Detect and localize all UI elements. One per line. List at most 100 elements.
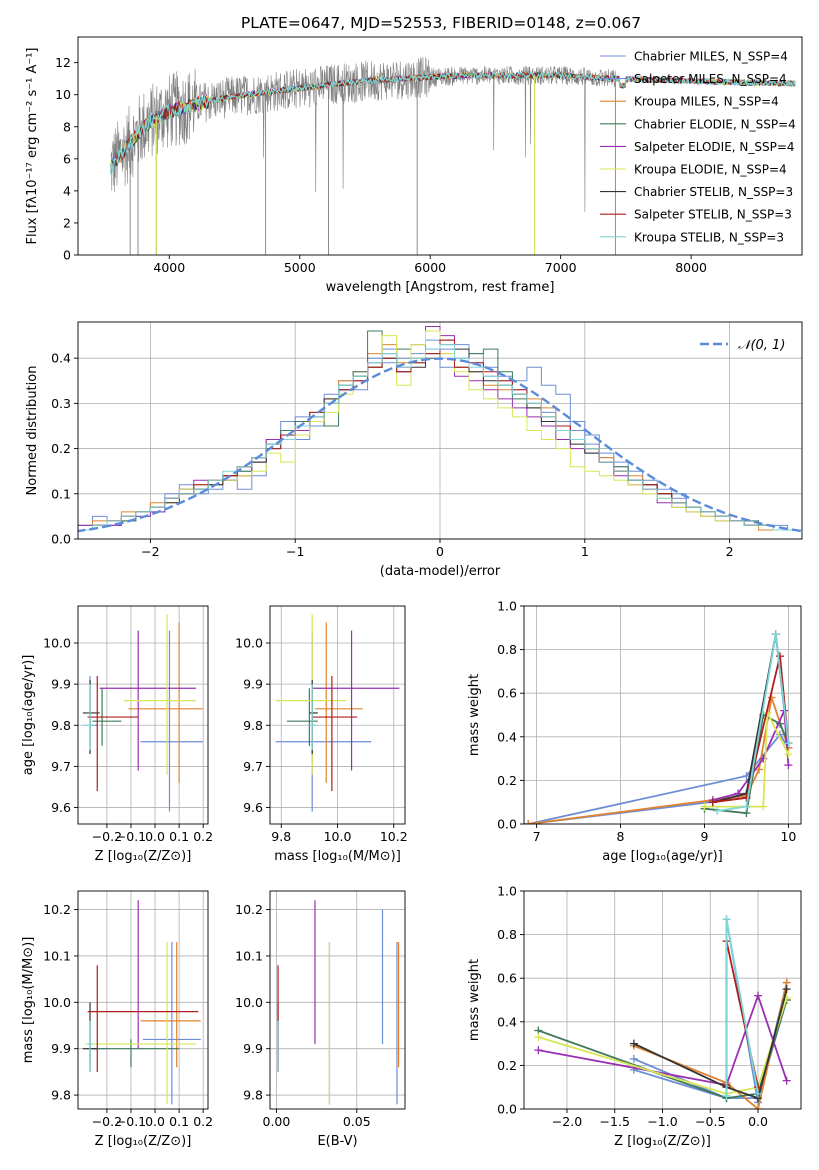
y-tick-label: 0.6 — [497, 971, 517, 986]
x-tick-label: 7 — [533, 829, 541, 844]
y-tick-label: 9.6 — [51, 800, 71, 815]
y-tick-label: 0.6 — [497, 686, 517, 701]
histogram-steps — [78, 339, 802, 531]
y-axis-label: age [log₁₀(age/yr)] — [21, 655, 36, 776]
grid — [270, 891, 405, 1109]
y-tick-label: 9.9 — [243, 677, 263, 692]
axes-frame — [269, 890, 406, 1110]
y-tick-label: 10.0 — [235, 995, 263, 1010]
marker — [722, 1091, 731, 1100]
histogram-steps — [78, 326, 802, 531]
plot-area — [110, 56, 796, 255]
marker — [534, 1046, 543, 1055]
y-tick-label: 9.7 — [243, 759, 263, 774]
x-axis-label: Z [log₁₀(Z/Z⊙)] — [614, 1134, 711, 1149]
x-tick-label: 0.05 — [343, 1114, 371, 1129]
legend-label: Salpeter STELIB, N_SSP=3 — [634, 208, 792, 222]
x-tick-label: 9 — [700, 829, 708, 844]
x-tick-label: 0.1 — [169, 829, 189, 844]
legend-label: Chabrier ELODIE, N_SSP=4 — [634, 117, 796, 131]
legend: Chabrier MILES, N_SSP=4 Salpeter MILES, N… — [600, 50, 796, 244]
normal-reference-curve — [78, 357, 802, 533]
y-tick-label: 1.0 — [497, 599, 517, 614]
y-tick-label: 9.8 — [51, 1088, 71, 1103]
marker — [534, 1033, 543, 1042]
y-tick-label: 0.0 — [497, 1102, 517, 1117]
marker — [713, 806, 722, 815]
plot-area — [78, 326, 802, 533]
error-point — [87, 1020, 93, 1072]
marker — [782, 1076, 791, 1085]
marker — [708, 798, 717, 807]
error-point — [315, 622, 363, 783]
error-point — [82, 684, 95, 750]
error-point — [143, 942, 201, 1105]
error-point — [309, 684, 315, 750]
x-tick-label: 0 — [436, 544, 444, 559]
x-tick-label: 10.0 — [324, 829, 352, 844]
y-tick-label: 9.7 — [51, 759, 71, 774]
y-tick-label: 0.0 — [51, 532, 71, 547]
x-tick-label: −1.0 — [647, 1114, 677, 1129]
y-tick-label: 0.2 — [497, 773, 517, 788]
x-tick-label: 10.2 — [380, 829, 408, 844]
marker — [784, 761, 793, 770]
legend-label: Kroupa STELIB, N_SSP=3 — [634, 230, 784, 244]
grid — [78, 891, 208, 1109]
x-axis-label: age [log₁₀(age/yr)] — [602, 849, 723, 864]
legend-label: Chabrier STELIB, N_SSP=3 — [634, 185, 793, 199]
y-axis-label: mass weight — [467, 959, 482, 1041]
plot-area — [524, 630, 793, 824]
y-tick-label: 6 — [63, 151, 71, 166]
plot-area — [82, 900, 201, 1105]
x-tick-label: −2 — [141, 544, 159, 559]
x-tick-label: 0.2 — [193, 829, 213, 844]
legend-label: Salpeter ELODIE, N_SSP=4 — [634, 140, 795, 154]
x-tick-label: 0.1 — [169, 1114, 189, 1129]
marker — [782, 985, 791, 994]
error-point — [87, 965, 199, 1072]
axes-frame — [77, 36, 803, 256]
x-tick-label: −2.0 — [552, 1114, 582, 1129]
axes-frame — [523, 605, 802, 825]
marker — [784, 739, 793, 748]
plot-area — [82, 614, 204, 812]
x-tick-label: 1 — [581, 544, 589, 559]
x-tick-label: −1 — [286, 544, 304, 559]
y-tick-label: 9.9 — [51, 677, 71, 692]
histogram-steps — [78, 339, 802, 531]
legend-label: Salpeter MILES, N_SSP=4 — [634, 72, 787, 86]
histogram-steps — [78, 344, 802, 531]
y-tick-label: 10.0 — [43, 995, 71, 1010]
y-tick-label: 12 — [55, 55, 71, 70]
x-tick-label: 0.2 — [193, 1114, 213, 1129]
error-point — [89, 675, 98, 746]
y-axis-label: mass weight — [467, 674, 482, 756]
y-tick-label: 10 — [55, 87, 71, 102]
x-tick-label: 8 — [617, 829, 625, 844]
mass-weight-line — [704, 709, 790, 808]
x-tick-label: 6000 — [414, 260, 446, 275]
legend-label: Chabrier MILES, N_SSP=4 — [634, 50, 788, 64]
y-tick-label: 0.2 — [497, 1058, 517, 1073]
marker — [754, 1105, 763, 1109]
y-tick-label: 10.0 — [43, 636, 71, 651]
plot-area — [534, 915, 791, 1109]
y-axis-label: mass [log₁₀(M/M⊙)] — [21, 937, 36, 1064]
y-tick-label: 10.2 — [43, 902, 71, 917]
mass-weight-vs-age-panel: 7 8 9 10 0.0 0.2 0.4 0.6 0.8 1.0 age [log₁₀(age/yr… — [467, 599, 802, 864]
age-vs-mass-panel: 9.8 10.0 10.2 9.6 9.7 9.8 9.9 10.0 mass [log₁₀(M… — [235, 605, 408, 864]
figure-title: PLATE=0647, MJD=52553, FIBERID=0148, z=0… — [241, 14, 641, 32]
x-tick-label: 10 — [780, 829, 796, 844]
y-tick-label: 1.0 — [497, 884, 517, 899]
y-axis-label: Flux [fλ10⁻¹⁷ erg cm⁻² s⁻¹ A⁻¹] — [25, 48, 40, 245]
mass-weight-line — [538, 992, 788, 1087]
error-point — [128, 622, 204, 783]
x-axis-label: E(B-V) — [317, 1134, 357, 1149]
error-point — [85, 942, 196, 1105]
x-axis-label: wavelength [Angstrom, rest frame] — [326, 280, 555, 295]
mass-weight-line — [716, 634, 790, 812]
x-tick-label: 2 — [726, 544, 734, 559]
model-fit-line — [110, 71, 796, 172]
